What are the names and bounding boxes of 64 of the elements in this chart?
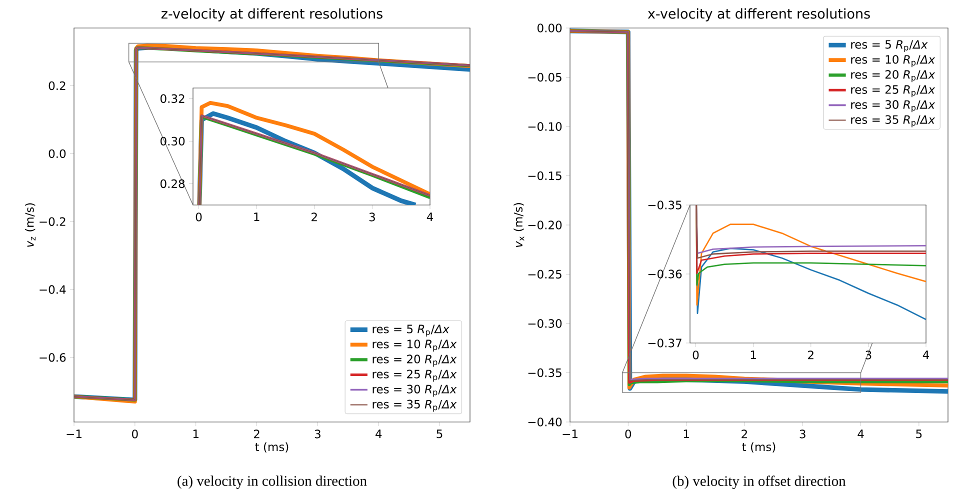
- y-tick-label: −0.35: [648, 200, 682, 210]
- y-axis-title: v$_{z}$ (m/s): [24, 203, 36, 247]
- x-tick-label: 1: [254, 212, 260, 222]
- y-tick-label: −0.15: [528, 171, 562, 180]
- x-axis-title: t (ms): [742, 442, 776, 453]
- x-tick-label: 4: [858, 430, 864, 438]
- legend-label: res = 5 R$_{p}$/Δx: [372, 324, 450, 337]
- y-tick-label: 0.0: [48, 149, 66, 158]
- legend-label: res = 35 R$_{p}$/Δx: [851, 115, 936, 128]
- x-tick-label: 0: [625, 430, 632, 438]
- y-tick-label: 0.30: [160, 136, 185, 146]
- x-tick-label: 2: [808, 350, 814, 360]
- y-tick-label: −0.6: [40, 353, 66, 362]
- legend-label: res = 35 R$_{p}$/Δx: [372, 400, 457, 412]
- x-tick-label: 0: [692, 350, 699, 360]
- y-tick-label: 0.28: [160, 179, 185, 188]
- x-tick-label: 1: [193, 430, 198, 438]
- y-tick-label: −0.25: [528, 270, 562, 279]
- x-tick-label: 3: [800, 430, 806, 438]
- chart-title: x-velocity at different resolutions: [648, 8, 870, 22]
- legend-label: res = 25 R$_{p}$/Δx: [372, 370, 457, 382]
- x-tick-label: 4: [922, 350, 930, 360]
- x-tick-label: 4: [426, 212, 434, 222]
- y-tick-label: −0.40: [528, 418, 562, 426]
- x-tick-label: 3: [314, 430, 320, 438]
- legend-label: res = 25 R$_{p}$/Δx: [851, 85, 936, 98]
- legend-label: res = 20 R$_{p}$/Δx: [851, 70, 936, 82]
- x-tick-label: 2: [254, 430, 260, 438]
- x-axis-title: t (ms): [255, 442, 288, 453]
- x-tick-label: 2: [312, 212, 317, 222]
- y-tick-label: −0.36: [648, 270, 682, 278]
- legend-label: res = 5 R$_{p}$/Δx: [851, 40, 928, 52]
- text: (b) velocity in offset direction: [672, 476, 846, 489]
- x-tick-label: −1: [66, 430, 82, 438]
- y-tick-label: −0.35: [528, 368, 562, 378]
- x-tick-label: 1: [684, 430, 689, 438]
- y-tick-label: 0.32: [160, 94, 184, 103]
- legend-label: res = 10 R$_{p}$/Δx: [851, 55, 936, 68]
- y-tick-label: −0.10: [528, 122, 562, 131]
- x-tick-label: 0: [132, 430, 138, 438]
- text: (a) velocity in collision direction: [178, 476, 367, 489]
- legend-label: res = 20 R$_{p}$/Δx: [372, 354, 457, 367]
- x-tick-label: 1: [750, 350, 756, 360]
- y-tick-label: 0.00: [538, 24, 562, 32]
- y-tick-label: −0.2: [40, 217, 66, 226]
- y-tick-label: −0.30: [528, 319, 562, 328]
- x-tick-label: 3: [369, 212, 375, 222]
- y-axis-title: v$_{x}$ (m/s): [514, 203, 524, 248]
- legend-label: res = 30 R$_{p}$/Δx: [372, 384, 457, 397]
- x-tick-label: 5: [436, 430, 442, 438]
- x-tick-label: 4: [376, 430, 382, 438]
- x-tick-label: 5: [916, 430, 922, 438]
- x-tick-label: −1: [562, 430, 578, 438]
- x-tick-label: 0: [196, 212, 202, 222]
- legend-label: res = 10 R$_{p}$/Δx: [372, 340, 457, 352]
- y-tick-label: 0.2: [48, 81, 66, 90]
- x-tick-label: 2: [742, 430, 747, 438]
- y-tick-label: −0.37: [648, 338, 682, 348]
- chart-title: z-velocity at different resolutions: [161, 8, 382, 22]
- y-tick-label: −0.05: [528, 72, 562, 82]
- legend-label: res = 30 R$_{p}$/Δx: [851, 100, 936, 112]
- y-tick-label: −0.20: [528, 220, 562, 230]
- y-tick-label: −0.4: [40, 285, 66, 294]
- x-tick-label: 3: [866, 350, 872, 360]
